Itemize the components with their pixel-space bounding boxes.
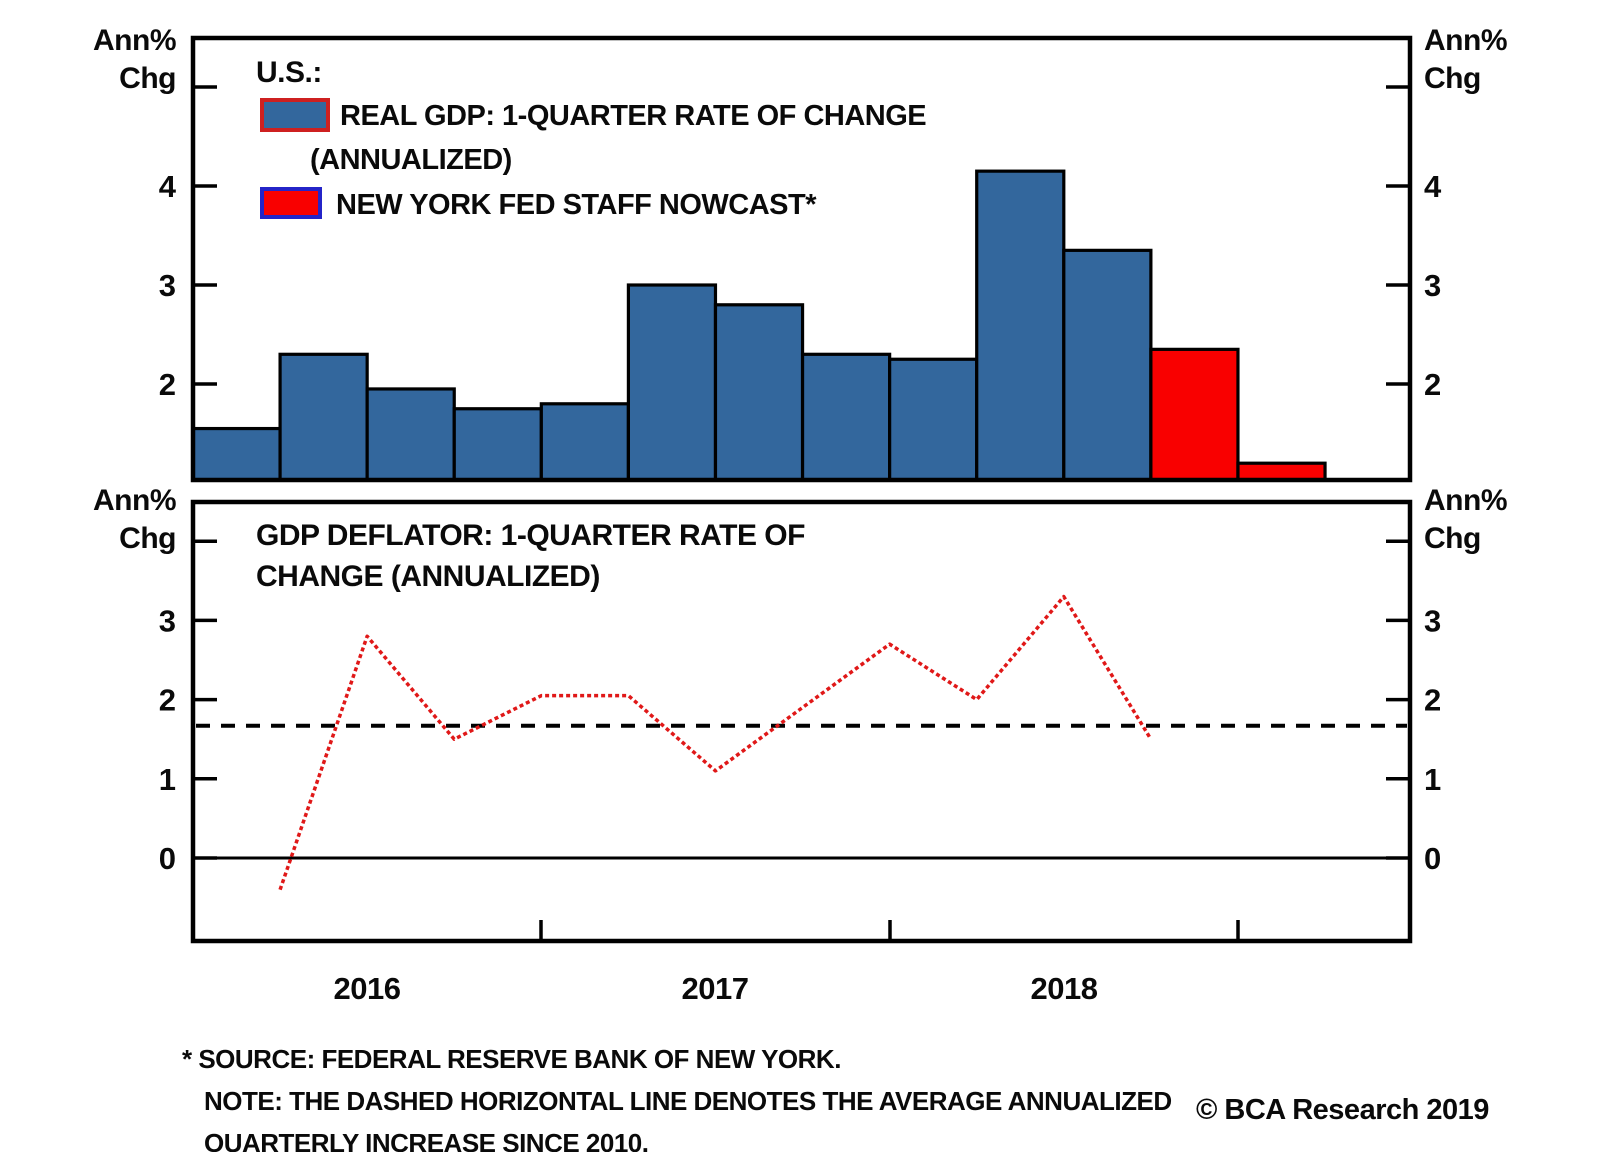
nowcast-bar bbox=[1149, 347, 1240, 482]
gdp-bar bbox=[1062, 248, 1153, 482]
gdp-bar bbox=[365, 387, 456, 482]
gdp-bar bbox=[713, 303, 805, 482]
footnote-note-line2: QUARTERLY INCREASE SINCE 2010. bbox=[204, 1128, 649, 1152]
axis-unit-line2: Chg bbox=[119, 62, 176, 95]
legend-gdp-swatch bbox=[260, 98, 330, 132]
bottom-panel-right-tick-label: 1 bbox=[1424, 762, 1441, 797]
top-right-axis-unit: Ann% Chg bbox=[1424, 22, 1574, 98]
axis-unit-line1: Ann% bbox=[1424, 24, 1508, 57]
bottom-panel-title-line1: GDP DEFLATOR: 1-QUARTER RATE OF bbox=[256, 519, 805, 552]
year-label-2018: 2018 bbox=[1030, 971, 1098, 1006]
gdp-bar bbox=[888, 357, 979, 482]
legend-nowcast-label: NEW YORK FED STAFF NOWCAST* bbox=[336, 189, 817, 221]
legend-gdp-label-line2: (ANNUALIZED) bbox=[310, 144, 512, 176]
axis-unit-line1: Ann% bbox=[93, 484, 177, 517]
gdp-bar bbox=[800, 352, 892, 482]
top-panel-right-tick-label: 2 bbox=[1424, 367, 1441, 402]
gdp-bar bbox=[278, 352, 369, 482]
bottom-panel-left-tick-label: 2 bbox=[159, 683, 176, 718]
bottom-panel-title-line2: CHANGE (ANNUALIZED) bbox=[256, 560, 600, 593]
top-panel-right-tick-label: 4 bbox=[1424, 169, 1442, 204]
axis-unit-line2: Chg bbox=[119, 522, 176, 555]
axis-unit-line1: Ann% bbox=[1424, 484, 1508, 517]
gdp-bar bbox=[452, 407, 543, 482]
bottom-panel-left-tick-label: 1 bbox=[159, 762, 176, 797]
bottom-left-axis-unit: Ann% Chg bbox=[40, 482, 177, 558]
gdp-bar bbox=[975, 169, 1066, 482]
top-panel-right-tick-label: 3 bbox=[1424, 268, 1441, 303]
top-panel-frame bbox=[190, 35, 1413, 483]
top-panel-left-tick-label: 4 bbox=[159, 169, 177, 204]
axis-unit-line2: Chg bbox=[1424, 522, 1481, 555]
bottom-panel-left-tick-label: 0 bbox=[159, 841, 176, 876]
top-panel-left-tick-label: 3 bbox=[159, 268, 176, 303]
footnote-note-line1: NOTE: THE DASHED HORIZONTAL LINE DENOTES… bbox=[204, 1086, 1172, 1116]
top-panel-left-tick-label: 2 bbox=[159, 367, 176, 402]
gdp-bar bbox=[191, 426, 282, 482]
legend-title: U.S.: bbox=[256, 56, 322, 89]
legend-nowcast-swatch bbox=[260, 187, 322, 219]
bottom-panel-frame bbox=[190, 499, 1413, 944]
legend-gdp-label-line1: REAL GDP: 1-QUARTER RATE OF CHANGE bbox=[340, 100, 927, 132]
top-left-axis-unit: Ann% Chg bbox=[40, 22, 177, 98]
year-label-2016: 2016 bbox=[333, 971, 401, 1006]
gdp-bar bbox=[626, 283, 718, 482]
gdp-bar bbox=[539, 402, 631, 482]
bottom-panel-right-tick-label: 3 bbox=[1424, 603, 1441, 638]
bottom-right-axis-unit: Ann% Chg bbox=[1424, 482, 1574, 558]
footnote-source: * SOURCE: FEDERAL RESERVE BANK OF NEW YO… bbox=[182, 1044, 841, 1074]
bottom-panel-left-tick-label: 3 bbox=[159, 603, 176, 638]
gdp-deflator-line bbox=[278, 594, 1153, 891]
bottom-panel-right-tick-label: 0 bbox=[1424, 841, 1441, 876]
axis-unit-line1: Ann% bbox=[93, 24, 177, 57]
bottom-panel-right-tick-label: 2 bbox=[1424, 683, 1441, 718]
axis-unit-line2: Chg bbox=[1424, 62, 1481, 95]
nowcast-bar bbox=[1236, 461, 1327, 482]
copyright-notice: © BCA Research 2019 bbox=[1196, 1094, 1489, 1126]
year-label-2017: 2017 bbox=[681, 971, 749, 1006]
